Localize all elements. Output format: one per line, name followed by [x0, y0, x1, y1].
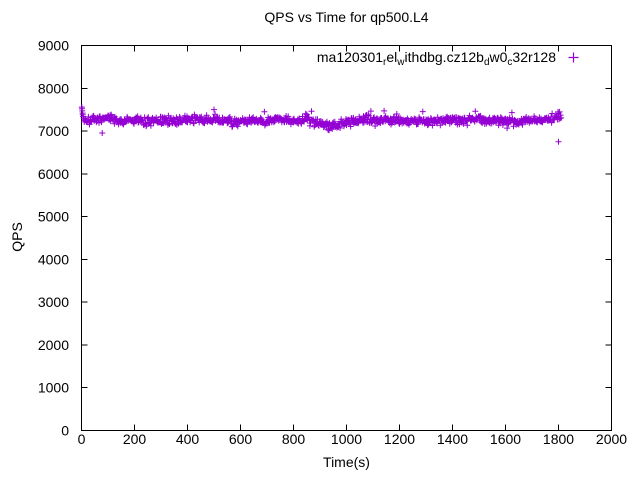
x-axis-label: Time(s)	[323, 454, 370, 470]
x-tick-label: 0	[78, 431, 86, 447]
legend-series-label: ma120301relwithdbg.cz12bdw0c32r128	[316, 49, 556, 68]
x-tick-label: 600	[229, 431, 253, 447]
x-tick-label: 2000	[596, 431, 627, 447]
axis-ticks	[81, 45, 612, 431]
y-tick-label: 5000	[38, 209, 69, 225]
legend-label-subscript: w	[397, 57, 405, 68]
x-tick-label: 200	[123, 431, 147, 447]
legend-label-subscript: r	[383, 57, 387, 68]
x-tick-label: 1400	[437, 431, 468, 447]
x-tick-label: 1000	[331, 431, 362, 447]
legend-label-text: ithdbg.cz12b	[404, 49, 484, 65]
y-tick-label: 4000	[38, 251, 69, 267]
chart-title: QPS vs Time for qp500.L4	[264, 9, 429, 25]
plot-border	[81, 45, 612, 431]
y-tick-label: 1000	[38, 380, 69, 396]
x-tick-label: 1600	[490, 431, 521, 447]
y-axis-label: QPS	[9, 222, 25, 252]
legend: ma120301relwithdbg.cz12bdw0c32r128	[156, 49, 556, 71]
x-tick-label: 1200	[384, 431, 415, 447]
plus-marker-icon	[568, 52, 579, 63]
x-tick-label: 1800	[543, 431, 574, 447]
legend-label-text: w0	[489, 49, 508, 65]
legend-label-text: ma120301	[316, 49, 384, 65]
legend-label-subscript: d	[483, 57, 490, 68]
y-tick-label: 0	[61, 423, 69, 439]
y-tick-label: 2000	[38, 337, 69, 353]
data-points-series1	[78, 104, 565, 145]
x-tick-label: 800	[282, 431, 306, 447]
legend-label-subscript: c	[507, 57, 513, 68]
y-tick-label: 9000	[38, 38, 69, 54]
y-tick-label: 8000	[38, 80, 69, 96]
y-tick-label: 7000	[38, 123, 69, 139]
legend-label-text: el	[386, 49, 398, 65]
legend-point-marker-path	[568, 52, 579, 63]
y-tick-label: 3000	[38, 294, 69, 310]
legend-label-text: 32r128	[512, 49, 556, 65]
y-tick-label: 6000	[38, 166, 69, 182]
x-tick-label: 400	[176, 431, 200, 447]
